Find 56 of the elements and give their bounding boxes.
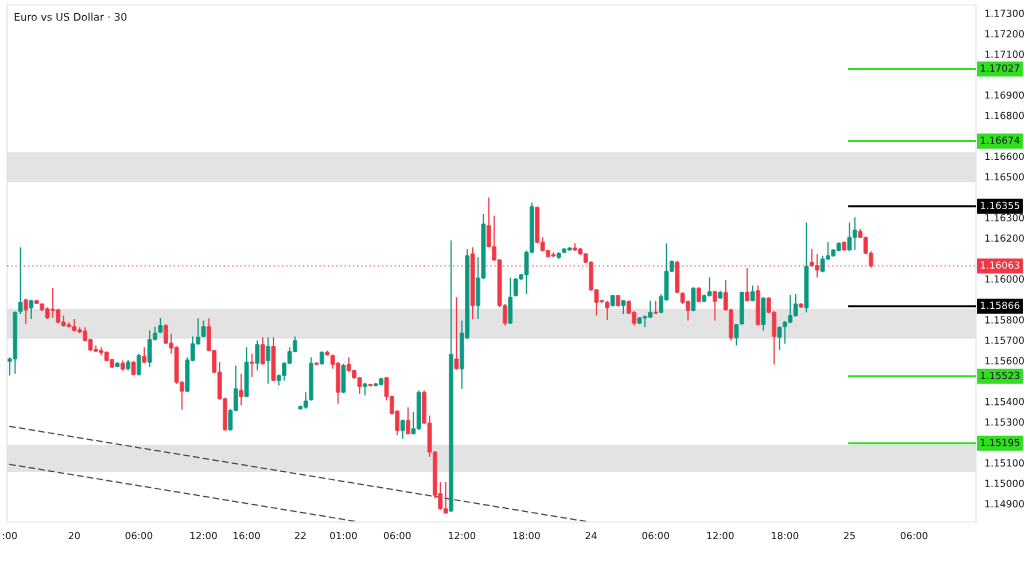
candlestick — [249, 353, 255, 378]
x-tick-label: 18:00 — [513, 531, 540, 540]
x-tick-label: 06:00 — [125, 531, 153, 540]
x-tick-label: 20 — [68, 531, 80, 540]
candlestick — [745, 267, 750, 303]
ref-line-label: 1.16355 — [980, 201, 1020, 210]
y-tick-label: 1.15400 — [985, 397, 1024, 406]
x-tick-label: 25 — [844, 531, 855, 540]
x-tick-label: 12:00 — [707, 531, 734, 540]
y-tick-label: 1.15000 — [985, 479, 1024, 488]
y-tick-label: 1.16300 — [985, 214, 1024, 222]
y-tick-label: 1.15300 — [985, 418, 1024, 426]
x-tick-label: 16:00 — [233, 531, 260, 540]
ref-line-label: 1.15195 — [980, 438, 1020, 447]
candlestick — [691, 286, 696, 312]
ref-line-label: 1.15866 — [980, 301, 1020, 310]
x-tick-label: 06:00 — [900, 531, 928, 540]
candlestick — [260, 336, 265, 366]
candlestick — [265, 336, 271, 385]
x-tick-label: 06:00 — [642, 531, 670, 540]
ref-line-label: 1.17027 — [980, 64, 1020, 72]
y-tick-label: 1.15600 — [985, 357, 1024, 365]
x-tick-label: 01:00 — [330, 531, 357, 540]
candlestick — [454, 296, 459, 371]
x-tick-label: 12:00 — [190, 531, 217, 540]
candlestick — [239, 373, 244, 407]
y-tick-label: 1.15700 — [985, 336, 1024, 344]
y-tick-label: 1.17100 — [985, 50, 1024, 58]
x-tick-label: 24 — [585, 531, 597, 540]
candlestick — [712, 290, 718, 322]
y-tick-label: 1.15800 — [985, 316, 1024, 324]
ref-line-label: 1.15523 — [980, 371, 1020, 380]
x-tick-label: 06:00 — [383, 531, 411, 540]
x-tick-label: 12:00 — [448, 531, 476, 540]
text: Euro vs US Dollar · 30 — [14, 12, 127, 21]
y-tick-label: 1.17300 — [985, 9, 1024, 18]
y-tick-label: 1.16000 — [985, 275, 1024, 283]
y-tick-label: 1.16200 — [985, 234, 1024, 242]
y-tick-label: 1.14900 — [985, 500, 1024, 508]
x-tick-label: :00 — [3, 531, 17, 540]
candlestick — [255, 339, 260, 372]
y-tick-label: 1.17200 — [985, 30, 1024, 38]
candlestick — [23, 298, 28, 325]
candlestick — [18, 246, 23, 315]
candlestick — [405, 406, 411, 435]
y-tick-label: 1.16800 — [985, 111, 1024, 120]
y-tick-label: 1.16900 — [985, 91, 1024, 99]
x-tick-label: 22 — [294, 531, 306, 540]
candlestick — [605, 300, 610, 321]
ref-line-label: 1.16063 — [980, 261, 1020, 269]
y-tick-label: 1.16600 — [985, 152, 1024, 161]
y-tick-label: 1.16500 — [985, 173, 1024, 181]
ref-line-label: 1.16674 — [980, 136, 1020, 144]
x-tick-label: 18:00 — [771, 531, 799, 540]
y-tick-label: 1.15100 — [985, 459, 1024, 467]
candlestick — [362, 382, 368, 397]
